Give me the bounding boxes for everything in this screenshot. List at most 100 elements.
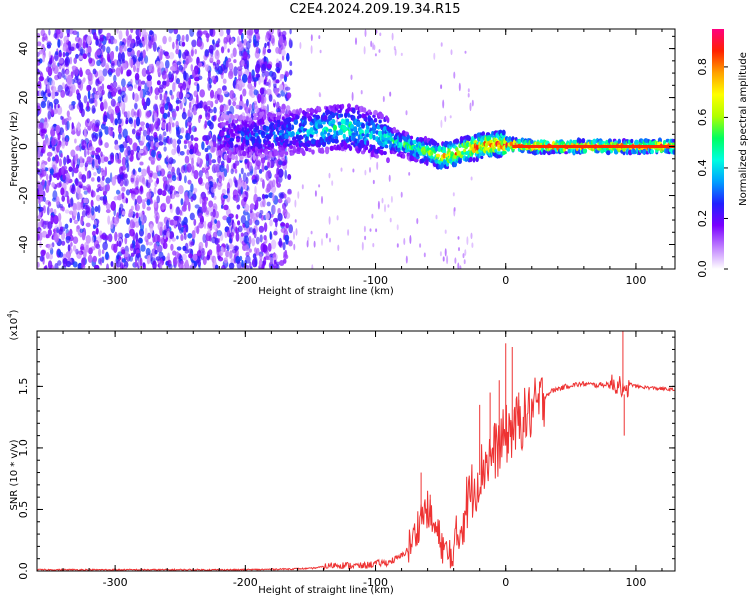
noise-speckle — [247, 82, 253, 90]
noise-speckle — [183, 61, 188, 69]
ridge-mark — [506, 147, 511, 152]
noise-speckle — [139, 149, 144, 154]
noise-speckle — [110, 154, 114, 164]
noise-speckle — [186, 149, 190, 156]
noise-speckle — [267, 48, 272, 54]
noise-speckle — [168, 29, 174, 34]
ridge-mark — [287, 126, 292, 132]
noise-speckle — [169, 231, 175, 240]
noise-speckle — [284, 234, 290, 242]
ridge-mark — [481, 131, 485, 137]
noise-speckle — [375, 228, 378, 233]
noise-speckle — [46, 44, 52, 49]
noise-speckle — [172, 256, 178, 266]
noise-speckle — [41, 179, 45, 186]
noise-speckle — [254, 256, 258, 267]
noise-speckle — [72, 261, 78, 268]
noise-speckle — [118, 144, 124, 149]
noise-speckle — [458, 82, 461, 92]
noise-speckle — [264, 194, 269, 199]
noise-speckle — [423, 252, 426, 258]
noise-speckle — [164, 93, 168, 99]
noise-speckle — [226, 216, 232, 224]
spectrogram-x-label: Height of straight line (km) — [258, 286, 394, 297]
noise-speckle — [310, 230, 313, 235]
noise-speckle — [240, 186, 244, 195]
noise-speckle — [435, 214, 438, 220]
spectrogram-x-tick-label: -200 — [233, 274, 258, 287]
noise-speckle — [54, 262, 59, 269]
ridge-mark — [359, 129, 364, 134]
noise-speckle — [107, 105, 112, 115]
ridge-mark — [581, 138, 586, 144]
ridge-mark — [279, 129, 284, 134]
ridge-mark — [219, 143, 223, 150]
noise-speckle — [188, 57, 193, 63]
noise-speckle — [121, 258, 126, 263]
noise-speckle — [136, 195, 142, 205]
noise-speckle — [167, 111, 171, 118]
noise-speckle — [75, 248, 79, 255]
ridge-mark — [392, 126, 397, 133]
noise-speckle — [70, 242, 73, 247]
noise-speckle — [212, 208, 216, 218]
noise-speckle — [49, 168, 54, 174]
noise-speckle — [39, 197, 43, 202]
noise-speckle — [130, 78, 133, 85]
noise-speckle — [116, 260, 122, 268]
noise-speckle — [162, 35, 167, 45]
noise-speckle — [80, 243, 85, 250]
noise-speckle — [165, 195, 171, 204]
noise-speckle — [258, 225, 265, 233]
noise-speckle — [103, 114, 108, 123]
noise-speckle — [133, 64, 136, 73]
noise-speckle — [92, 224, 97, 230]
noise-speckle — [123, 178, 129, 187]
noise-speckle — [382, 95, 385, 103]
noise-speckle — [232, 162, 236, 169]
noise-speckle — [187, 116, 192, 123]
noise-speckle — [141, 199, 146, 204]
noise-speckle — [372, 243, 375, 248]
spectrogram-y-tick-label: 20 — [17, 91, 30, 105]
noise-speckle — [226, 182, 231, 192]
noise-speckle — [167, 164, 173, 171]
noise-speckle — [119, 65, 123, 72]
ridge-mark — [291, 124, 295, 131]
noise-speckle — [121, 210, 126, 216]
noise-speckle — [107, 215, 111, 225]
noise-speckle — [125, 189, 131, 196]
noise-speckle — [149, 30, 154, 36]
noise-speckle — [154, 249, 158, 255]
noise-speckle — [237, 69, 243, 77]
noise-speckle — [45, 252, 50, 260]
noise-speckle — [433, 52, 436, 60]
noise-speckle — [250, 266, 253, 269]
noise-speckle — [110, 261, 114, 267]
noise-speckle — [274, 259, 277, 264]
noise-speckle — [70, 159, 76, 167]
ridge-mark — [217, 149, 221, 156]
snr-frame — [36, 330, 676, 572]
noise-speckle — [170, 243, 174, 251]
noise-speckle — [43, 121, 49, 129]
noise-speckle — [58, 251, 64, 258]
ridge-mark — [343, 143, 348, 149]
noise-speckle — [272, 262, 279, 269]
noise-speckle — [101, 89, 105, 95]
noise-speckle — [185, 132, 191, 141]
noise-speckle — [457, 262, 460, 269]
noise-speckle — [283, 193, 287, 199]
noise-speckle — [148, 63, 152, 73]
noise-speckle — [155, 256, 161, 261]
ridge-mark — [260, 147, 263, 153]
ridge-mark — [221, 122, 227, 127]
noise-speckle — [79, 231, 83, 238]
noise-speckle — [294, 199, 297, 208]
noise-speckle — [139, 121, 145, 126]
noise-speckle — [442, 256, 445, 262]
noise-speckle — [276, 93, 282, 98]
noise-speckle — [169, 137, 173, 145]
noise-speckle — [42, 54, 45, 63]
ridge-mark — [317, 106, 321, 110]
